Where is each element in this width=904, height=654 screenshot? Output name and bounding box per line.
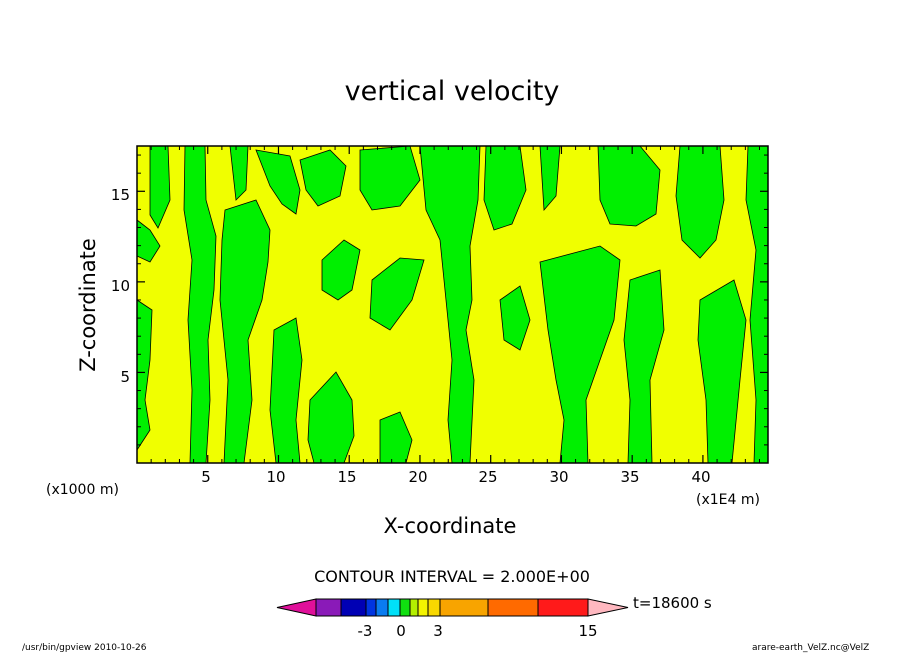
colorbar-segment [387,598,401,617]
footer-program-date: /usr/bin/gpview 2010-10-26 [22,643,147,653]
time-label: t=18600 s [633,594,712,612]
negative-region [379,411,413,464]
x-tick-label: 30 [549,468,569,486]
negative-region [675,145,725,259]
chart-title: vertical velocity [344,76,560,107]
negative-region [597,145,661,227]
x-tick-label: 35 [620,468,640,486]
negative-region [499,285,531,351]
negative-region [321,239,361,301]
colorbar-min-arrow [276,598,317,617]
negative-region [269,317,303,464]
x-tick-label: 15 [337,468,357,486]
axis-ticks [137,146,768,463]
colorbar-segment [375,598,389,617]
footer-file-variable: arare-earth_VelZ.nc@VelZ [752,643,870,653]
colorbar-segment [409,598,419,617]
colorbar-segment [340,598,367,617]
colorbar-segment [417,598,429,617]
colorbar-label: 0 [396,622,406,640]
x-tick-label: 20 [408,468,428,486]
y-axis-label: Z-coordinate [76,238,100,372]
negative-region [539,245,621,464]
colorbar-segment [315,598,342,617]
y-tick-label: 10 [110,277,130,295]
colorbar-label: 3 [433,622,443,640]
negative-region [255,149,301,215]
negative-region [299,149,347,207]
colorbar-label: -3 [357,622,373,640]
y-tick-label: 15 [110,186,130,204]
colorbar-segment [439,598,489,617]
y-tick-label: 5 [120,368,130,386]
colorbar-segment [399,598,411,617]
colorbar-segment [427,598,441,617]
x-tick-label: 5 [201,468,211,486]
negative-region [219,199,271,464]
negative-region [307,371,355,464]
colorbar-segment [537,598,589,617]
plot-frame [136,145,769,464]
x-unit-label-left: (x1000 m) [46,482,119,498]
negative-region [369,257,425,331]
velocity-field [136,145,769,464]
x-tick-label: 40 [691,468,711,486]
x-tick-label: 10 [266,468,286,486]
colorbar-max-arrow [587,598,629,617]
negative-region [183,145,217,464]
x-axis-label: X-coordinate [383,514,517,538]
colorbar [276,598,629,617]
colorbar-segment [365,598,377,617]
x-unit-label-right: (x1E4 m) [696,492,760,508]
colorbar-label: 15 [578,622,598,640]
contour-interval-text: CONTOUR INTERVAL = 2.000E+00 [314,567,590,586]
colorbar-segment [487,598,539,617]
x-tick-label: 25 [478,468,498,486]
